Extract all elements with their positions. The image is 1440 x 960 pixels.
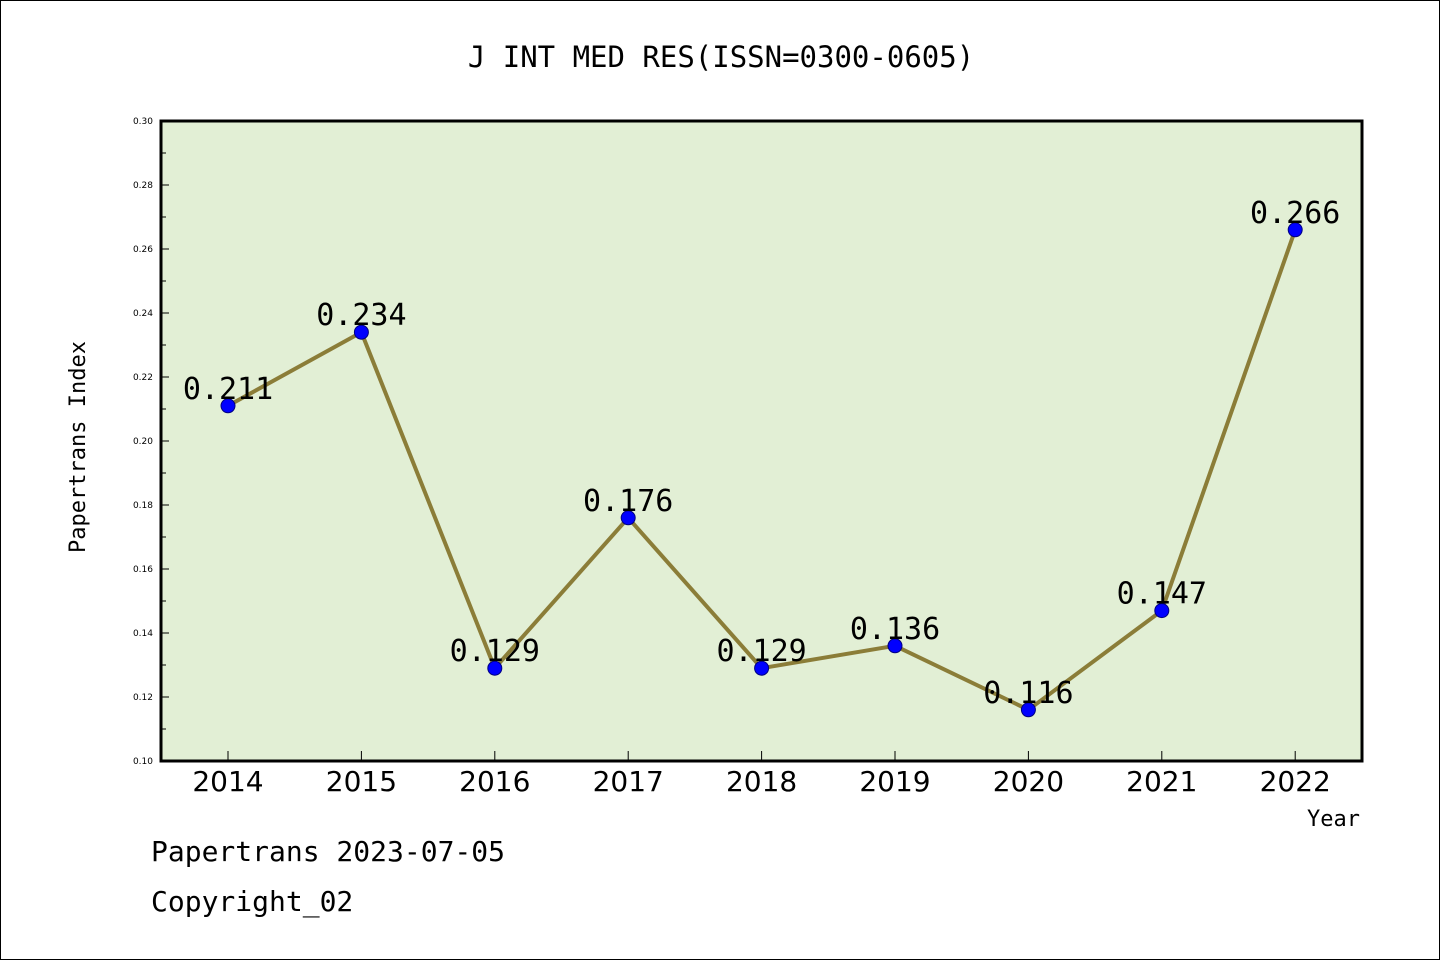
data-point — [620, 510, 636, 526]
x-tick-label: 2014 — [192, 765, 263, 798]
data-label: 0.211 — [183, 372, 273, 407]
data-point — [1154, 603, 1170, 619]
data-label: 0.136 — [850, 612, 940, 647]
data-label: 0.176 — [583, 484, 673, 519]
y-tick-label: 0.18 — [133, 501, 153, 511]
data-point — [487, 660, 503, 676]
x-tick-label: 2018 — [726, 765, 797, 798]
data-point — [220, 398, 236, 414]
data-label: 0.147 — [1117, 577, 1207, 612]
y-tick-label: 0.30 — [133, 117, 153, 127]
x-tick-label: 2017 — [593, 765, 664, 798]
x-tick-label: 2022 — [1260, 765, 1331, 798]
series-papertrans-index — [220, 222, 1303, 718]
y-tick-label: 0.12 — [133, 693, 153, 703]
x-axis-title: Year — [1307, 807, 1360, 832]
y-axis: 0.10 0.12 0.14 0.16 0.18 0.20 0.22 0.24 0.26 0.28… — [133, 117, 169, 767]
y-tick-label: 0.20 — [133, 437, 153, 447]
x-tick-label: 2021 — [1126, 765, 1197, 798]
data-label: 0.266 — [1250, 196, 1340, 231]
x-tick-label: 2015 — [326, 765, 397, 798]
data-point — [353, 324, 369, 340]
x-tick-label: 2020 — [993, 765, 1064, 798]
data-label: 0.129 — [450, 634, 540, 669]
data-labels: 0.211 0.234 0.129 0.176 0.129 0.136 0.116 0.147… — [183, 196, 1341, 711]
x-axis: 2014 2015 2016 2017 2018 2019 2020 2021 2022 — [192, 751, 1331, 798]
footer-copyright: Copyright_02 — [151, 885, 354, 918]
data-point — [887, 638, 903, 654]
data-point — [754, 660, 770, 676]
y-tick-label: 0.14 — [133, 629, 153, 639]
y-axis-title: Papertrans Index — [66, 341, 91, 553]
data-label: 0.129 — [716, 634, 806, 669]
y-tick-label: 0.16 — [133, 565, 153, 575]
data-point — [1020, 702, 1036, 718]
data-label: 0.116 — [983, 676, 1073, 711]
y-tick-label: 0.10 — [133, 757, 153, 767]
plot-area — [159, 119, 1364, 763]
chart-title: J INT MED RES(ISSN=0300-0605) — [468, 40, 974, 74]
y-tick-label: 0.22 — [133, 373, 153, 383]
x-tick-label: 2016 — [459, 765, 530, 798]
y-tick-label: 0.28 — [133, 181, 153, 191]
x-tick-label: 2019 — [859, 765, 930, 798]
data-point — [1287, 222, 1303, 238]
y-tick-label: 0.24 — [133, 309, 153, 319]
y-tick-label: 0.26 — [133, 245, 153, 255]
footer-date: Papertrans 2023-07-05 — [151, 835, 506, 868]
data-label: 0.234 — [316, 298, 406, 333]
